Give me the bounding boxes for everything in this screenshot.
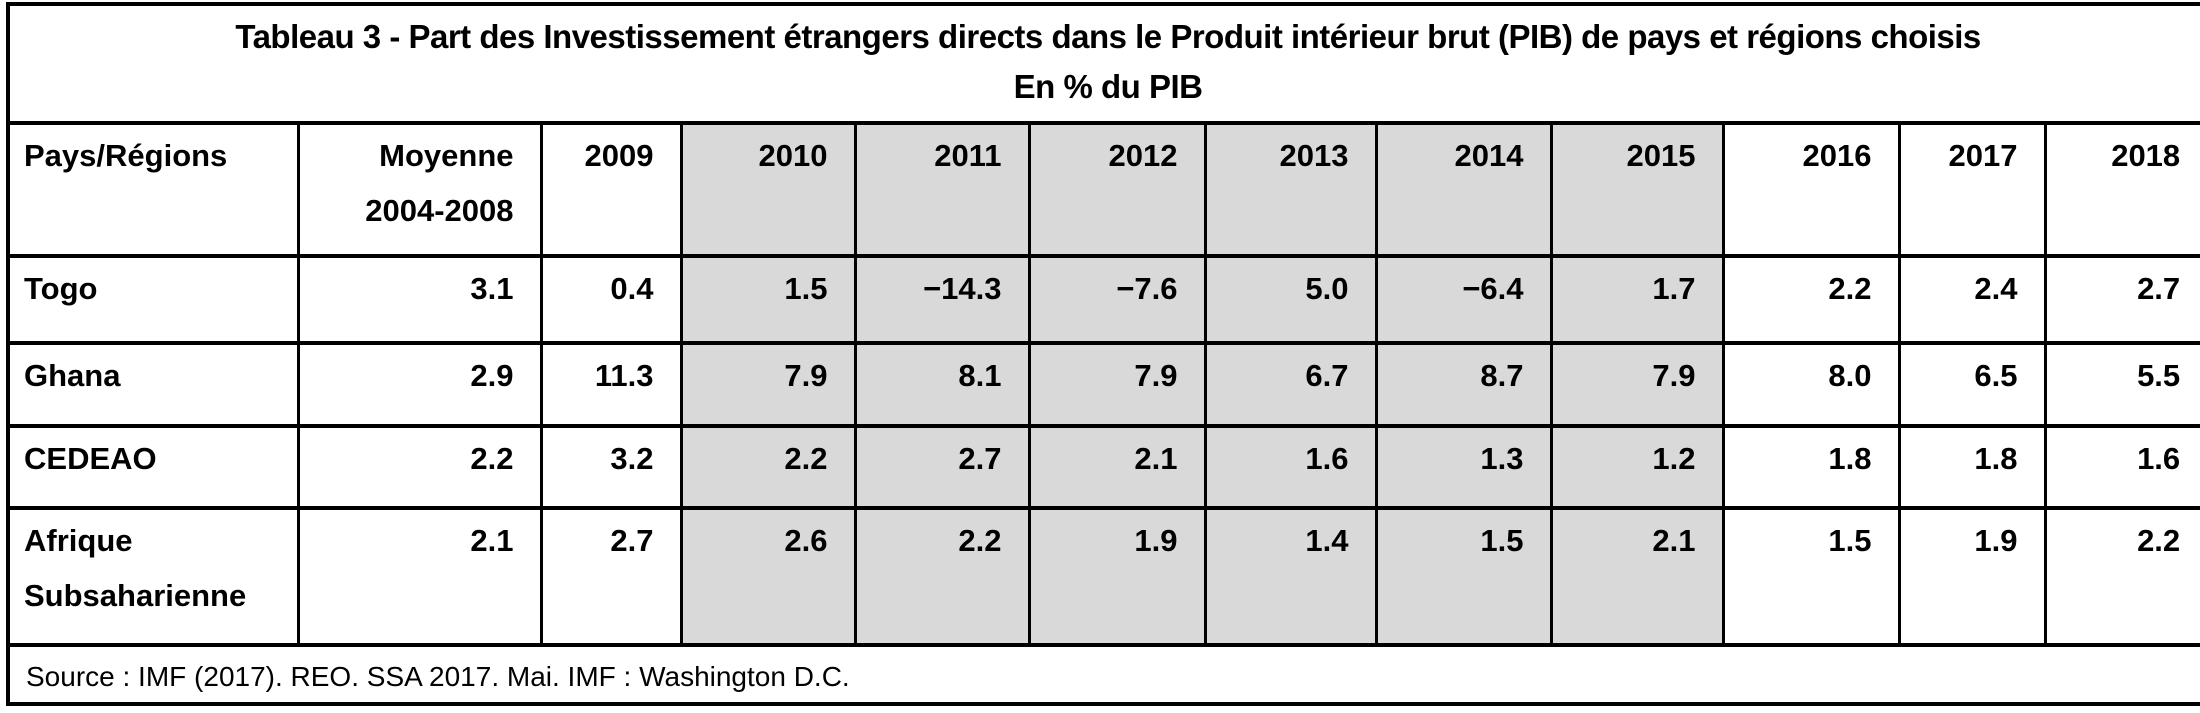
fdi-table: Tableau 3 - Part des Investissement étra… — [6, 1, 2200, 706]
table-title-row: Tableau 3 - Part des Investissement étra… — [6, 1, 2200, 126]
cell-afrique-subsaharienne-moyenne-2004-2008: 2.1 — [296, 506, 543, 648]
column-header-2013: 2013 — [1203, 121, 1378, 259]
table-row-ghana: Ghana 2.9 11.3 7.9 8.1 7.9 6.7 8.7 7.9 8.0 6.5 5.5 — [6, 341, 2200, 429]
column-header-2016: 2016 — [1721, 121, 1901, 259]
table-title-line1: Tableau 3 - Part des Investissement étra… — [235, 18, 1981, 55]
cell-cedeao-2015: 1.2 — [1549, 424, 1725, 511]
column-header-2010: 2010 — [679, 121, 857, 259]
column-header-2014: 2014 — [1374, 121, 1553, 259]
cell-ghana-2018: 5.5 — [2043, 341, 2200, 429]
header-label-line: 2018 — [2111, 138, 2181, 174]
cell-togo-2013: 5.0 — [1203, 254, 1378, 346]
cell-ghana-2014: 8.7 — [1374, 341, 1553, 429]
column-header-2015: 2015 — [1549, 121, 1725, 259]
table-row-togo: Togo 3.1 0.4 1.5 −14.3 −7.6 5.0 −6.4 1.7 2.2 2.4 2.… — [6, 254, 2200, 346]
cell-cedeao-2009: 3.2 — [539, 424, 683, 511]
cell-cedeao-2018: 1.6 — [2043, 424, 2200, 511]
header-label-line: 2017 — [1948, 138, 2018, 174]
header-label-line: 2013 — [1279, 138, 1349, 174]
cell-togo-2017: 2.4 — [1897, 254, 2047, 346]
cell-ghana-moyenne-2004-2008: 2.9 — [296, 341, 543, 429]
row-label-line: Subsaharienne — [24, 577, 247, 613]
row-label-cedeao: CEDEAO — [6, 424, 300, 511]
cell-afrique-subsaharienne-2010: 2.6 — [679, 506, 857, 648]
cell-togo-moyenne-2004-2008: 3.1 — [296, 254, 543, 346]
row-label-line: Ghana — [24, 358, 121, 394]
cell-cedeao-2014: 1.3 — [1374, 424, 1553, 511]
cell-togo-2009: 0.4 — [539, 254, 683, 346]
cell-togo-2011: −14.3 — [853, 254, 1031, 346]
cell-togo-2012: −7.6 — [1027, 254, 1207, 346]
cell-ghana-2016: 8.0 — [1721, 341, 1901, 429]
header-label-line: 2012 — [1108, 138, 1178, 174]
table-header-row: Pays/Régions Moyenne 2004-2008 2009 2010 2011… — [6, 121, 2200, 259]
row-label-togo: Togo — [6, 254, 300, 346]
cell-cedeao-2012: 2.1 — [1027, 424, 1207, 511]
cell-ghana-2015: 7.9 — [1549, 341, 1725, 429]
header-label-line: 2010 — [758, 138, 828, 174]
row-label-ghana: Ghana — [6, 341, 300, 429]
column-header-2009: 2009 — [539, 121, 683, 259]
cell-ghana-2013: 6.7 — [1203, 341, 1378, 429]
cell-ghana-2009: 11.3 — [539, 341, 683, 429]
header-label-line: Moyenne — [379, 138, 514, 174]
column-header-2018: 2018 — [2043, 121, 2200, 259]
cell-cedeao-2010: 2.2 — [679, 424, 857, 511]
cell-afrique-subsaharienne-2011: 2.2 — [853, 506, 1031, 648]
source-text: Source : IMF (2017). REO. SSA 2017. Mai.… — [6, 643, 2200, 706]
cell-ghana-2017: 6.5 — [1897, 341, 2047, 429]
table-row-cedeao: CEDEAO 2.2 3.2 2.2 2.7 2.1 1.6 1.3 1.2 1.8 1.8 1.6 — [6, 424, 2200, 511]
cell-afrique-subsaharienne-2014: 1.5 — [1374, 506, 1553, 648]
cell-cedeao-2017: 1.8 — [1897, 424, 2047, 511]
row-label-line: Togo — [24, 271, 98, 307]
header-label-line: 2014 — [1454, 138, 1524, 174]
header-label-line: 2009 — [584, 138, 654, 174]
cell-afrique-subsaharienne-2017: 1.9 — [1897, 506, 2047, 648]
column-header-2012: 2012 — [1027, 121, 1207, 259]
table-title-line2: En % du PIB — [1013, 67, 1203, 105]
cell-afrique-subsaharienne-2015: 2.1 — [1549, 506, 1725, 648]
cell-togo-2014: −6.4 — [1374, 254, 1553, 346]
column-header-moyenne-2004-2008: Moyenne 2004-2008 — [296, 121, 543, 259]
cell-togo-2018: 2.7 — [2043, 254, 2200, 346]
cell-ghana-2012: 7.9 — [1027, 341, 1207, 429]
column-header-pays-regions: Pays/Régions — [6, 121, 300, 259]
row-label-line: Afrique — [24, 523, 133, 559]
header-label-line: 2011 — [934, 138, 1002, 174]
header-label-line: Pays/Régions — [24, 138, 228, 174]
column-header-2017: 2017 — [1897, 121, 2047, 259]
source-row: Source : IMF (2017). REO. SSA 2017. Mai.… — [6, 643, 2200, 706]
cell-togo-2015: 1.7 — [1549, 254, 1725, 346]
cell-ghana-2011: 8.1 — [853, 341, 1031, 429]
row-label-line: CEDEAO — [24, 441, 157, 477]
table-title-cell: Tableau 3 - Part des Investissement étra… — [6, 1, 2200, 126]
cell-cedeao-2013: 1.6 — [1203, 424, 1378, 511]
cell-afrique-subsaharienne-2016: 1.5 — [1721, 506, 1901, 648]
header-label-line: 2016 — [1802, 138, 1872, 174]
cell-afrique-subsaharienne-2013: 1.4 — [1203, 506, 1378, 648]
cell-cedeao-2016: 1.8 — [1721, 424, 1901, 511]
cell-afrique-subsaharienne-2012: 1.9 — [1027, 506, 1207, 648]
cell-togo-2016: 2.2 — [1721, 254, 1901, 346]
cell-cedeao-2011: 2.7 — [853, 424, 1031, 511]
cell-ghana-2010: 7.9 — [679, 341, 857, 429]
table-row-afrique-subsaharienne: Afrique Subsaharienne 2.1 2.7 2.6 2.2 1.9 1.4 1.… — [6, 506, 2200, 648]
cell-togo-2010: 1.5 — [679, 254, 857, 346]
header-label-line: 2004-2008 — [365, 192, 514, 228]
column-header-2011: 2011 — [853, 121, 1031, 259]
header-label-line: 2015 — [1626, 138, 1696, 174]
cell-cedeao-moyenne-2004-2008: 2.2 — [296, 424, 543, 511]
cell-afrique-subsaharienne-2018: 2.2 — [2043, 506, 2200, 648]
cell-afrique-subsaharienne-2009: 2.7 — [539, 506, 683, 648]
row-label-afrique-subsaharienne: Afrique Subsaharienne — [6, 506, 300, 648]
